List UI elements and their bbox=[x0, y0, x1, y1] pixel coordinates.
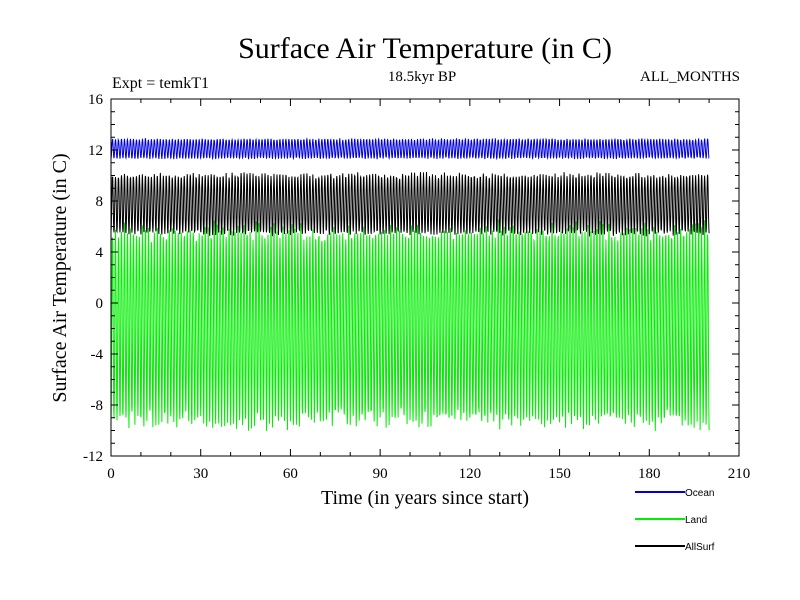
legend-label-ocean: Ocean bbox=[685, 488, 714, 499]
y-tick-label: 4 bbox=[96, 245, 104, 261]
y-tick-label: 8 bbox=[96, 194, 104, 210]
legend: Ocean Land AllSurf bbox=[635, 488, 715, 553]
x-tick-label: 120 bbox=[459, 466, 482, 482]
series-land bbox=[110, 219, 710, 432]
legend-label-land: Land bbox=[685, 515, 707, 526]
x-tick-label: 210 bbox=[728, 466, 751, 482]
y-tick-label: 0 bbox=[96, 296, 104, 312]
y-tick-label: -4 bbox=[91, 347, 104, 363]
y-tick-label: 16 bbox=[88, 92, 104, 108]
chart-title: Surface Air Temperature (in C) bbox=[238, 32, 612, 65]
chart-subtitle: 18.5kyr BP bbox=[388, 69, 456, 85]
x-tick-label: 60 bbox=[283, 466, 298, 482]
x-tick-label: 30 bbox=[193, 466, 208, 482]
legend-label-allsurf: AllSurf bbox=[685, 542, 715, 553]
x-tick-label: 150 bbox=[548, 466, 571, 482]
months-label: ALL_MONTHS bbox=[640, 69, 740, 85]
series-ocean bbox=[110, 137, 710, 161]
tick-layer: 0 30 60 90 120 150 180 210 -12 -8 -4 0 4 8 12 16 bbox=[83, 92, 750, 482]
experiment-label: Expt = temkT1 bbox=[112, 75, 209, 92]
series-allsurf bbox=[110, 171, 710, 237]
x-axis-label: Time (in years since start) bbox=[321, 487, 529, 509]
series-layer bbox=[110, 137, 710, 432]
y-tick-label: -12 bbox=[83, 449, 103, 465]
y-tick-label: 12 bbox=[88, 143, 103, 159]
x-tick-label: 0 bbox=[107, 466, 115, 482]
x-tick-label: 90 bbox=[373, 466, 388, 482]
x-tick-label: 180 bbox=[638, 466, 661, 482]
y-tick-label: -8 bbox=[91, 398, 104, 414]
y-axis-label: Surface Air Temperature (in C) bbox=[49, 153, 71, 402]
